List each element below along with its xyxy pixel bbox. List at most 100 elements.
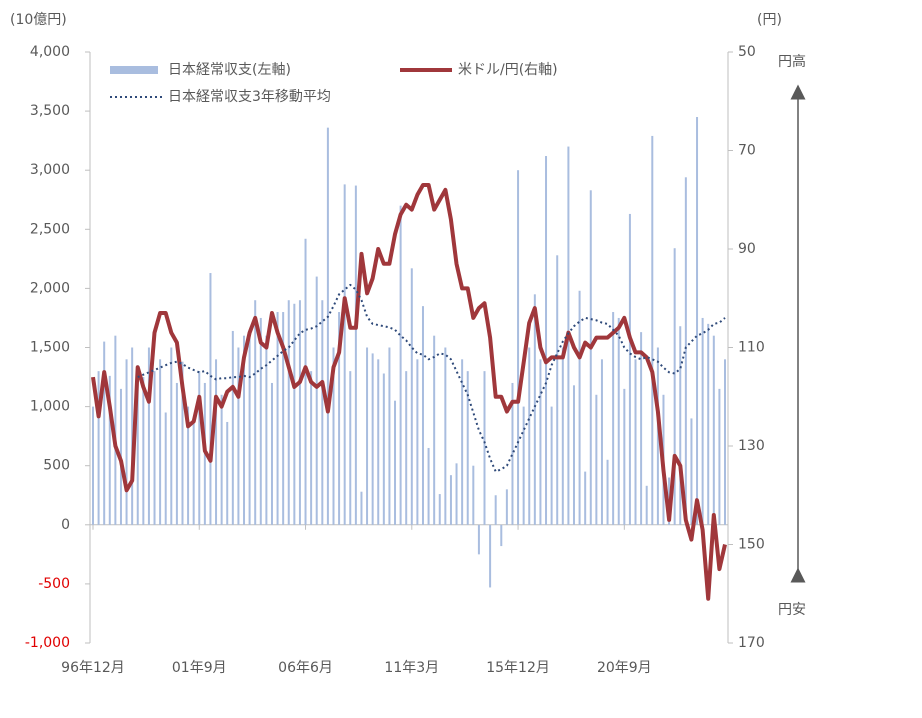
- bar: [656, 347, 659, 525]
- bar: [338, 312, 341, 525]
- bar: [321, 300, 324, 525]
- bar: [433, 335, 436, 525]
- y2-tick-label: 130: [738, 438, 765, 454]
- bar: [701, 317, 704, 525]
- y2-tick-label: 170: [738, 635, 765, 651]
- y-tick-label: 2,500: [30, 221, 70, 237]
- y-tick-label: -1,000: [25, 635, 70, 651]
- bar: [578, 290, 581, 525]
- x-tick-label: 20年9月: [597, 660, 652, 676]
- legend-label: 米ドル/円(右軸): [458, 62, 558, 78]
- y2-tick-label: 50: [738, 44, 756, 60]
- y-tick-label: -500: [38, 576, 70, 592]
- bar: [623, 388, 626, 525]
- bar: [164, 412, 167, 525]
- bar: [466, 371, 469, 525]
- bar: [640, 332, 643, 525]
- bar: [634, 359, 637, 525]
- bar: [589, 190, 592, 525]
- y-tick-label: 0: [61, 517, 70, 533]
- bar: [192, 420, 195, 525]
- y-tick-label: 1,000: [30, 399, 70, 415]
- y-tick-label: 2,000: [30, 280, 70, 296]
- y2-tick-label: 90: [738, 241, 756, 257]
- bar: [298, 300, 301, 525]
- y-tick-label: 3,000: [30, 162, 70, 178]
- bar: [561, 347, 564, 525]
- bar: [237, 347, 240, 525]
- bar: [310, 371, 313, 525]
- bar: [125, 359, 128, 525]
- bar: [366, 347, 369, 525]
- bar: [679, 326, 682, 525]
- bar: [684, 177, 687, 525]
- bar: [97, 371, 100, 525]
- bar: [505, 489, 508, 525]
- y-tick-label: 500: [43, 458, 70, 474]
- bar: [243, 335, 246, 525]
- bar: [270, 382, 273, 525]
- bar: [584, 471, 587, 525]
- x-tick-label: 15年12月: [486, 660, 550, 676]
- bar: [170, 347, 173, 525]
- bar: [617, 317, 620, 525]
- bar: [198, 371, 201, 525]
- bar: [645, 485, 648, 525]
- bar: [142, 377, 145, 525]
- bar: [449, 475, 452, 525]
- bar: [254, 300, 257, 525]
- bar: [707, 323, 710, 525]
- y2-tick-label: 110: [738, 340, 765, 356]
- fx-line: [91, 183, 727, 601]
- legend-label: 日本経常収支(左軸): [168, 62, 291, 78]
- bar: [545, 156, 548, 525]
- bar: [153, 371, 156, 525]
- x-tick-label: 06年6月: [278, 660, 333, 676]
- bar: [371, 353, 374, 525]
- bar: [572, 385, 575, 525]
- bar: [438, 494, 441, 525]
- legend-label: 日本経常収支3年移動平均: [168, 89, 331, 105]
- bar: [293, 303, 296, 525]
- bar: [522, 406, 525, 525]
- bar: [131, 347, 134, 525]
- bar: [220, 394, 223, 525]
- bar: [461, 359, 464, 525]
- bar: [421, 306, 424, 525]
- bar: [556, 255, 559, 525]
- bar: [696, 117, 699, 525]
- bar: [500, 524, 503, 547]
- bar: [187, 406, 190, 525]
- bar: [136, 365, 139, 525]
- bar: [226, 421, 229, 525]
- bar: [511, 382, 514, 525]
- bar: [494, 495, 497, 525]
- bar: [382, 373, 385, 525]
- bar: [455, 463, 458, 525]
- bar: [114, 335, 117, 525]
- bar: [147, 347, 150, 525]
- bar: [377, 359, 380, 525]
- bar: [175, 382, 178, 525]
- bar: [231, 330, 234, 525]
- bar: [427, 447, 430, 525]
- bar: [595, 394, 598, 525]
- bar: [612, 312, 615, 525]
- bar: [276, 312, 279, 525]
- bar: [651, 135, 654, 525]
- y-tick-label: 1,500: [30, 340, 70, 356]
- bar: [533, 294, 536, 525]
- bar: [388, 347, 391, 525]
- bar: [259, 317, 262, 525]
- bar: [539, 359, 542, 525]
- bar: [477, 524, 480, 555]
- bar: [215, 359, 218, 525]
- moving-average-line: [137, 283, 726, 473]
- bar: [517, 170, 520, 525]
- bar: [394, 400, 397, 525]
- y-unit: (10億円): [10, 12, 67, 28]
- y-tick-label: 4,000: [30, 44, 70, 60]
- bar: [248, 329, 251, 525]
- bar: [483, 371, 486, 525]
